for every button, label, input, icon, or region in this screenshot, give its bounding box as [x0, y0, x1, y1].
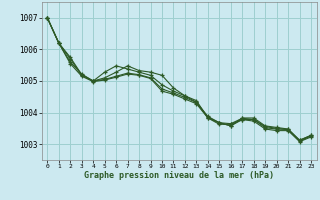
X-axis label: Graphe pression niveau de la mer (hPa): Graphe pression niveau de la mer (hPa): [84, 171, 274, 180]
